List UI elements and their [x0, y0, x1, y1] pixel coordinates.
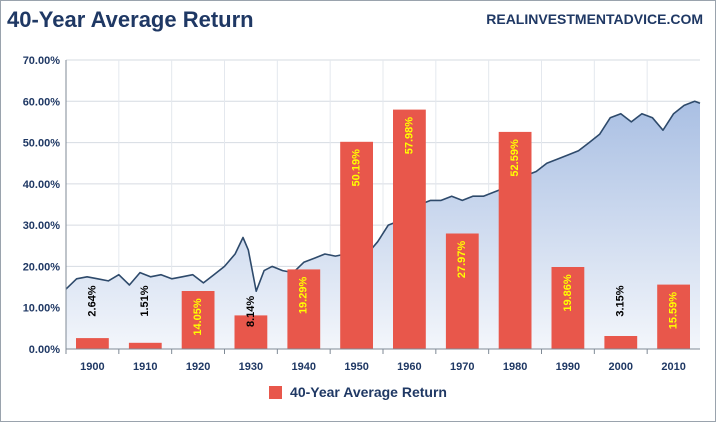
- bar: [287, 269, 321, 349]
- bar: [604, 336, 638, 349]
- x-tick-label: 1940: [292, 361, 316, 373]
- x-tick-label: 1960: [397, 361, 421, 373]
- data-labels: 2.64% 1.51% 14.05% 8.14% 19.29% 50.19% 57.98% 2…: [86, 117, 679, 336]
- bar-data-label: 1.51%: [139, 285, 151, 316]
- x-tick-label: 1980: [503, 361, 527, 373]
- x-tick-label: 1970: [450, 361, 474, 373]
- x-tick-label: 1930: [239, 361, 263, 373]
- y-tick-label: 50.00%: [23, 138, 61, 150]
- y-tick-label: 40.00%: [23, 179, 61, 191]
- bar-data-label: 19.86%: [562, 274, 574, 312]
- y-tick-label: 60.00%: [23, 96, 61, 108]
- legend-label: 40-Year Average Return: [290, 384, 447, 400]
- bar-data-label: 50.19%: [351, 149, 363, 187]
- bars: [76, 109, 690, 349]
- x-tick-label: 1990: [556, 361, 580, 373]
- y-tick-label: 70.00%: [23, 55, 61, 67]
- bar: [551, 267, 585, 349]
- legend: 40-Year Average Return: [0, 384, 716, 400]
- bar-data-label: 52.59%: [509, 139, 521, 177]
- bar-data-label: 19.29%: [298, 277, 310, 315]
- background-area-fill: [66, 101, 700, 349]
- bar-data-label: 14.05%: [192, 298, 204, 336]
- bar-data-label: 8.14%: [245, 296, 257, 327]
- y-tick-label: 10.00%: [23, 303, 61, 315]
- bar: [340, 141, 373, 349]
- x-tick-label: 2000: [609, 361, 633, 373]
- axes: 0.00% 10.00% 20.00% 30.00% 40.00% 50.00% 60.00…: [23, 55, 700, 373]
- background-area-line: [65, 100, 701, 292]
- y-tick-label: 30.00%: [23, 220, 61, 232]
- x-tick-label: 1950: [344, 361, 368, 373]
- bar: [498, 131, 532, 349]
- chart-title: 40-Year Average Return: [7, 7, 254, 32]
- bar: [657, 284, 690, 349]
- y-tick-label: 0.00%: [29, 344, 60, 356]
- bar-data-label: 2.64%: [86, 285, 98, 316]
- x-tick-label: 2010: [661, 361, 685, 373]
- bar-data-label: 57.98%: [403, 117, 415, 155]
- bar: [76, 338, 109, 349]
- background-area: [65, 100, 701, 349]
- bar: [393, 109, 426, 349]
- bar: [128, 342, 162, 349]
- bar: [181, 291, 215, 349]
- x-tick-label: 1910: [133, 361, 157, 373]
- bar-data-label: 3.15%: [615, 285, 627, 316]
- bar-data-label: 27.97%: [456, 241, 468, 279]
- x-tick-label: 1900: [80, 361, 104, 373]
- bar: [445, 233, 479, 349]
- x-tick-label: 1920: [186, 361, 210, 373]
- legend-swatch: [269, 385, 283, 399]
- bar-data-label: 15.59%: [668, 292, 680, 330]
- bar: [234, 315, 268, 349]
- y-tick-label: 20.00%: [23, 261, 61, 273]
- source-watermark: REALINVESTMENTADVICE.COM: [486, 11, 703, 27]
